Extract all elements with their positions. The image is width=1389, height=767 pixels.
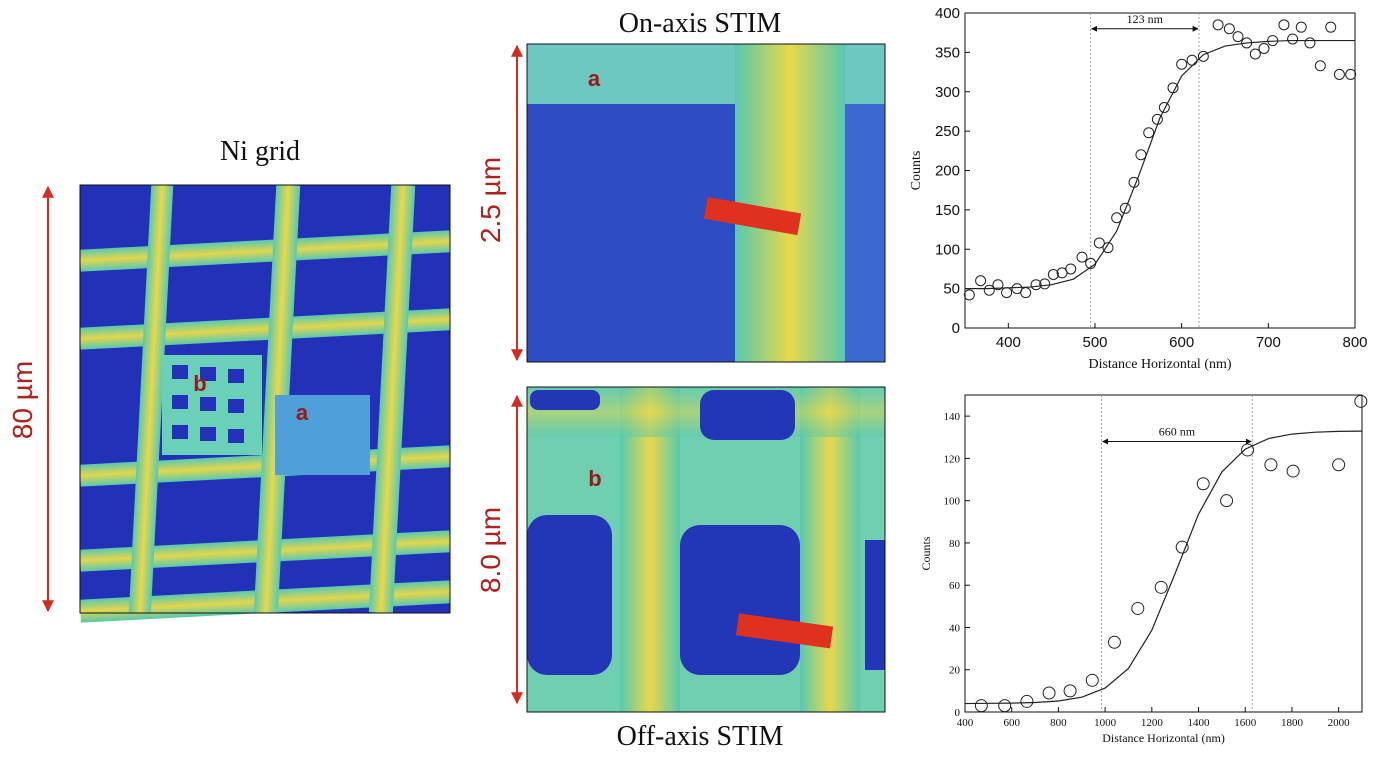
y-tick-label: 80 — [949, 538, 961, 550]
data-point — [1221, 495, 1233, 507]
x-axis-label: Distance Horizontal (nm) — [1102, 731, 1225, 745]
x-tick-label: 1200 — [1141, 717, 1164, 729]
data-point — [1233, 32, 1243, 42]
scale-label: 80 µm — [7, 361, 38, 439]
data-point — [1279, 20, 1289, 30]
y-tick-label: 300 — [935, 84, 960, 101]
plot-frame — [965, 395, 1362, 712]
scale-label: 8.0 µm — [475, 507, 506, 593]
data-point — [1305, 38, 1315, 48]
data-point — [1287, 465, 1299, 477]
y-tick-label: 100 — [944, 496, 961, 508]
data-point — [1155, 581, 1167, 593]
data-point — [1108, 636, 1120, 648]
x-tick-label: 600 — [1169, 334, 1194, 351]
data-point — [1066, 264, 1076, 274]
data-point — [1197, 478, 1209, 490]
fit-line — [965, 41, 1355, 289]
data-point — [1136, 150, 1146, 160]
data-point — [1333, 459, 1345, 471]
x-tick-label: 1800 — [1281, 717, 1304, 729]
x-axis-label: Distance Horizontal (nm) — [1088, 357, 1231, 372]
x-tick-label: 500 — [1082, 334, 1107, 351]
panel-title: On-axis STIM — [619, 8, 782, 39]
x-tick-label: 600 — [1003, 717, 1020, 729]
data-point — [1224, 24, 1234, 34]
data-point — [1176, 541, 1188, 553]
y-tick-label: 150 — [935, 202, 960, 219]
y-axis-label: Counts — [919, 536, 933, 570]
data-point — [1187, 55, 1197, 65]
figure: Ni grid 80 µm b a On-axis STIM 2.5 µm a … — [0, 0, 1389, 767]
x-tick-label: 800 — [1050, 717, 1067, 729]
region-label: a — [296, 400, 309, 425]
data-point — [1021, 288, 1031, 298]
ni-grid-image — [80, 185, 451, 623]
y-tick-label: 60 — [949, 580, 961, 592]
y-axis-label: Counts — [909, 151, 924, 191]
span-label: 123 nm — [1127, 12, 1164, 26]
x-tick-label: 1000 — [1094, 717, 1117, 729]
plot-frame — [965, 13, 1355, 328]
x-tick-label: 700 — [1256, 334, 1281, 351]
x-tick-label: 1400 — [1188, 717, 1211, 729]
data-point — [1043, 687, 1055, 699]
data-point — [1077, 252, 1087, 262]
data-point — [1355, 395, 1367, 407]
on-axis-image — [527, 44, 885, 362]
data-point — [1021, 695, 1033, 707]
data-point — [1213, 20, 1223, 30]
data-point — [984, 285, 994, 295]
data-point — [1315, 61, 1325, 71]
y-tick-label: 120 — [944, 453, 961, 465]
fit-line — [965, 431, 1362, 703]
scale-label: 2.5 µm — [475, 157, 506, 243]
data-point — [1064, 685, 1076, 697]
y-tick-label: 40 — [949, 622, 961, 634]
off-axis-image — [527, 387, 885, 712]
data-point — [1086, 674, 1098, 686]
data-point — [1144, 128, 1154, 138]
data-point — [1002, 288, 1012, 298]
y-tick-label: 20 — [949, 665, 961, 677]
x-tick-label: 1600 — [1234, 717, 1257, 729]
x-tick-label: 400 — [996, 334, 1021, 351]
data-point — [1326, 22, 1336, 32]
data-point — [1132, 602, 1144, 614]
data-point — [1250, 49, 1260, 59]
x-tick-label: 800 — [1342, 334, 1367, 351]
data-point — [1265, 459, 1277, 471]
data-point — [1288, 34, 1298, 44]
y-tick-label: 400 — [935, 5, 960, 22]
data-point — [1159, 103, 1169, 113]
y-tick-label: 0 — [952, 320, 960, 337]
y-tick-label: 0 — [955, 707, 961, 719]
y-tick-label: 100 — [935, 241, 960, 258]
region-label: a — [588, 66, 601, 91]
data-point — [976, 276, 986, 286]
region-label: b — [588, 466, 601, 491]
data-point — [1346, 69, 1356, 79]
data-point — [1296, 22, 1306, 32]
y-tick-label: 350 — [935, 44, 960, 61]
y-tick-label: 50 — [943, 281, 960, 298]
data-point — [1168, 83, 1178, 93]
y-tick-label: 200 — [935, 163, 960, 180]
data-point — [964, 290, 974, 300]
span-label: 660 nm — [1159, 424, 1196, 438]
data-point — [1177, 59, 1187, 69]
data-point — [1334, 69, 1344, 79]
region-label: b — [193, 371, 206, 396]
data-point — [975, 700, 987, 712]
panel-title: Off-axis STIM — [617, 721, 784, 752]
data-point — [1259, 43, 1269, 53]
data-point — [999, 700, 1011, 712]
y-tick-label: 250 — [935, 123, 960, 140]
panel-title: Ni grid — [220, 136, 300, 167]
y-tick-label: 140 — [944, 411, 961, 423]
x-tick-label: 2000 — [1328, 717, 1351, 729]
